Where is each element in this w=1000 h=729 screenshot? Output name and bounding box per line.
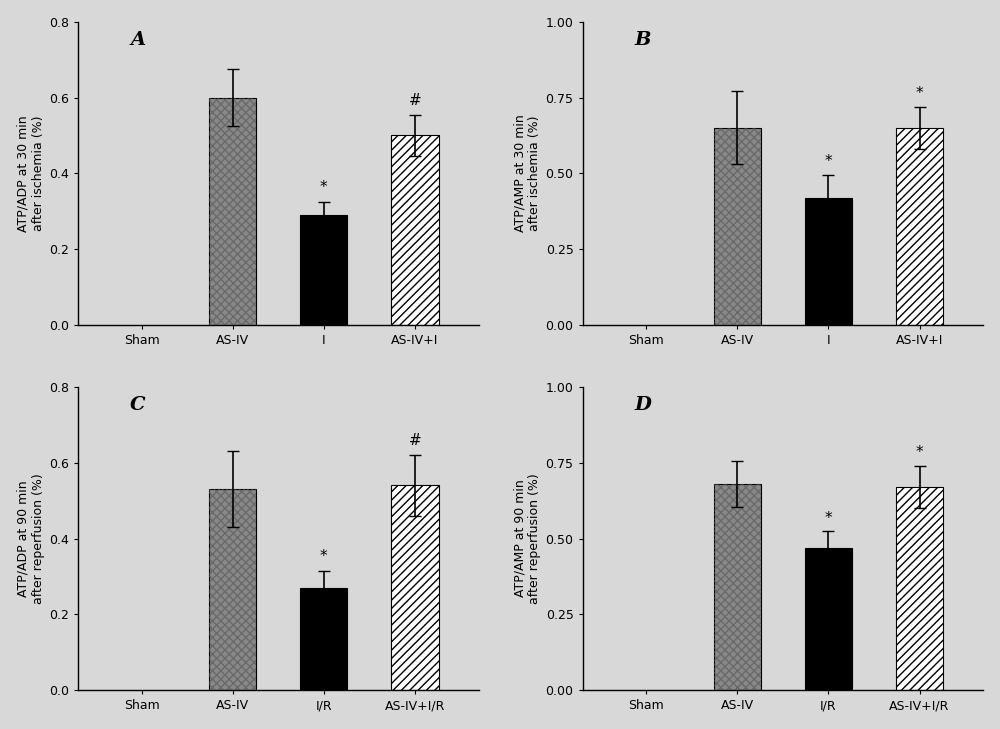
Text: *: * [825,155,832,169]
Bar [714,128,761,325]
Text: #: # [409,93,421,108]
Bar [714,484,761,690]
Bar [209,98,256,325]
Y-axis label: ATP/ADP at 90 min
after reperfusion (%): ATP/ADP at 90 min after reperfusion (%) [17,473,45,604]
Y-axis label: ATP/AMP at 90 min
after reperfusion (%): ATP/AMP at 90 min after reperfusion (%) [513,473,541,604]
Text: *: * [320,180,328,195]
Bar [896,487,943,690]
Bar [805,198,852,325]
Bar [209,489,256,690]
Text: A: A [130,31,146,49]
Text: *: * [916,86,923,101]
Bar [714,484,761,690]
Text: B: B [634,31,651,49]
Y-axis label: ATP/AMP at 30 min
after ischemia (%): ATP/AMP at 30 min after ischemia (%) [513,114,541,233]
Y-axis label: ATP/ADP at 30 min
after ischemia (%): ATP/ADP at 30 min after ischemia (%) [17,115,45,232]
Text: *: * [825,510,832,526]
Text: *: * [320,549,328,564]
Bar [896,128,943,325]
Bar [391,136,439,325]
Bar [391,486,439,690]
Text: #: # [409,433,421,448]
Bar [300,215,347,325]
Text: *: * [916,445,923,460]
Bar [209,98,256,325]
Bar [300,588,347,690]
Bar [714,128,761,325]
Text: C: C [130,396,146,414]
Text: D: D [634,396,651,414]
Bar [805,547,852,690]
Bar [209,489,256,690]
